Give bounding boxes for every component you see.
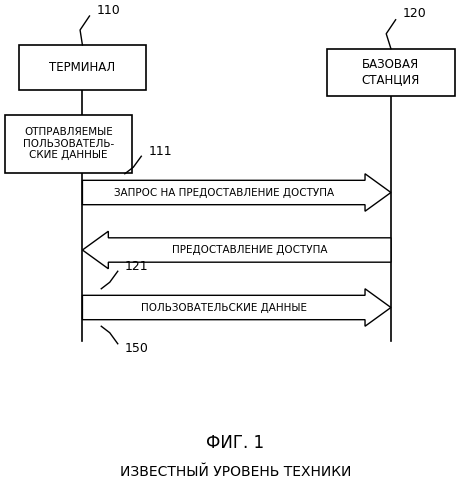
- Text: 111: 111: [148, 145, 172, 158]
- Polygon shape: [82, 289, 391, 326]
- Text: ОТПРАВЛЯЕМЫЕ
ПОЛЬЗОВАТЕЛЬ-
СКИЕ ДАННЫЕ: ОТПРАВЛЯЕМЫЕ ПОЛЬЗОВАТЕЛЬ- СКИЕ ДАННЫЕ: [23, 127, 114, 160]
- Text: ИЗВЕСТНЫЙ УРОВЕНЬ ТЕХНИКИ: ИЗВЕСТНЫЙ УРОВЕНЬ ТЕХНИКИ: [120, 466, 351, 479]
- Text: 121: 121: [125, 260, 148, 273]
- FancyBboxPatch shape: [327, 49, 455, 96]
- FancyBboxPatch shape: [5, 115, 132, 172]
- Text: ЗАПРОС НА ПРЕДОСТАВЛЕНИЕ ДОСТУПА: ЗАПРОС НА ПРЕДОСТАВЛЕНИЕ ДОСТУПА: [114, 188, 334, 198]
- Text: ТЕРМИНАЛ: ТЕРМИНАЛ: [49, 61, 115, 74]
- Text: 150: 150: [125, 342, 149, 355]
- Text: 120: 120: [403, 8, 426, 20]
- Text: ФИГ. 1: ФИГ. 1: [206, 434, 265, 452]
- Text: БАЗОВАЯ
СТАНЦИЯ: БАЗОВАЯ СТАНЦИЯ: [362, 58, 420, 86]
- FancyBboxPatch shape: [19, 45, 146, 90]
- Text: ПОЛЬЗОВАТЕЛЬСКИЕ ДАННЫЕ: ПОЛЬЗОВАТЕЛЬСКИЕ ДАННЫЕ: [141, 302, 307, 312]
- Polygon shape: [82, 231, 391, 269]
- Text: ПРЕДОСТАВЛЕНИЕ ДОСТУПА: ПРЕДОСТАВЛЕНИЕ ДОСТУПА: [172, 245, 327, 255]
- Polygon shape: [82, 174, 391, 211]
- Text: 110: 110: [97, 4, 120, 16]
